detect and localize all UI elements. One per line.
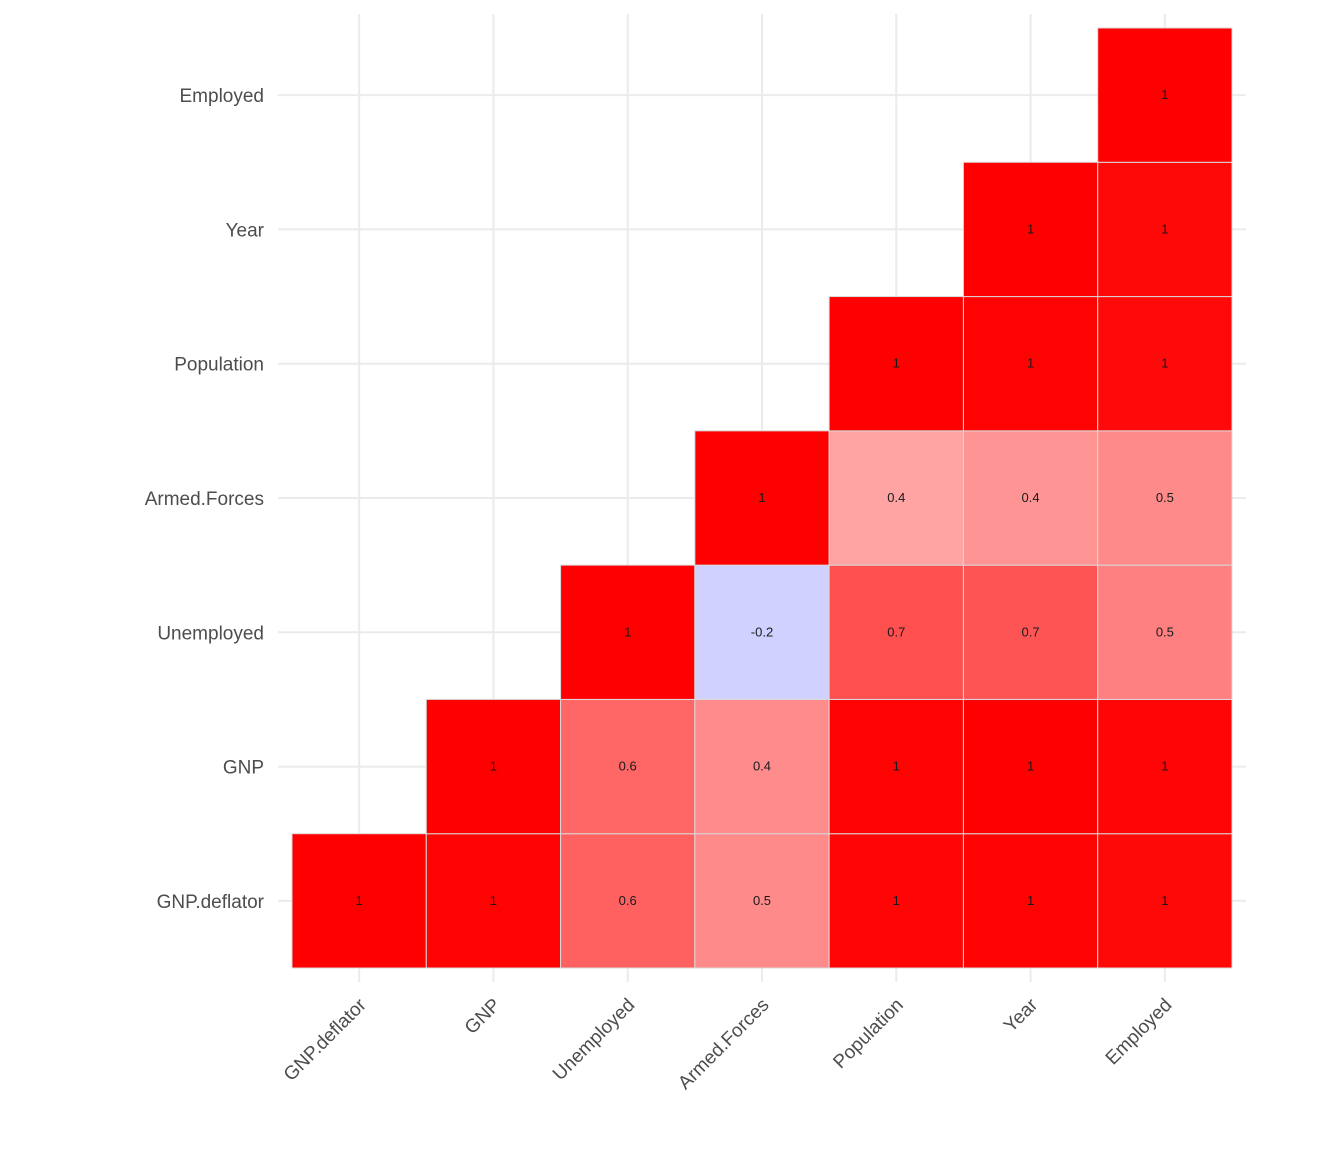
y-tick-label: Unemployed [157, 623, 264, 644]
cell-value-label: 1 [490, 893, 497, 908]
cell-value-label: 1 [490, 759, 497, 774]
cell-value-label: 1 [758, 490, 765, 505]
heatmap-cell [962, 430, 1099, 566]
cell-value-label: 0.6 [619, 893, 637, 908]
cell-value-label: 1 [1027, 759, 1034, 774]
y-tick-label: GNP.deflator [157, 892, 265, 913]
heatmap-cell [1097, 698, 1233, 835]
x-tick-label: GNP [461, 995, 505, 1039]
y-axis-tick-labels: GNP.deflator GNP Unemployed Armed.Forces Pop… [145, 86, 265, 913]
cell-value-label: -0.2 [751, 624, 773, 639]
heatmap-cell [560, 564, 696, 700]
heatmap-cells [291, 27, 1233, 969]
x-tick-label: Unemployed [549, 995, 639, 1085]
heatmap-cell [694, 698, 830, 835]
x-tick-label: Year [1000, 994, 1042, 1036]
x-tick-label: Employed [1102, 995, 1177, 1070]
cell-value-label: 0.4 [887, 490, 905, 505]
cell-value-label: 0.5 [1156, 624, 1174, 639]
heatmap-cell [1097, 296, 1233, 432]
heatmap-cell [1097, 833, 1233, 969]
y-tick-label: Armed.Forces [145, 489, 264, 510]
cell-value-label: 0.4 [1022, 490, 1040, 505]
cell-value-label: 1 [1161, 87, 1168, 102]
cell-value-label: 0.6 [619, 759, 637, 774]
heatmap-cell [694, 564, 830, 700]
cell-value-label: 1 [1161, 893, 1168, 908]
x-axis-tick-labels: GNP.deflator GNP Unemployed Armed.Forces Pop… [280, 994, 1177, 1094]
cell-labels: 1 1 0.6 0.5 1 1 1 1 0.6 0.4 1 1 1 1 -0.2 0.7 0.7 0.5 1 0.4 0… [356, 87, 1174, 908]
y-tick-label: Population [174, 355, 264, 376]
heatmap-cell [962, 296, 1099, 432]
heatmap-cell [1097, 161, 1233, 298]
heatmap-cell [1097, 27, 1233, 163]
heatmap-cell [694, 430, 830, 566]
heatmap-cell [962, 698, 1099, 835]
heatmap-cell [828, 698, 964, 835]
x-tick-label: GNP.deflator [280, 994, 371, 1085]
cell-value-label: 1 [356, 893, 363, 908]
y-tick-label: Year [226, 220, 265, 241]
cell-value-label: 0.7 [887, 624, 905, 639]
cell-value-label: 1 [1027, 221, 1034, 236]
cell-value-label: 1 [624, 624, 631, 639]
cell-value-label: 0.5 [753, 893, 771, 908]
cell-value-label: 0.7 [1022, 624, 1040, 639]
cell-value-label: 0.4 [753, 759, 771, 774]
heatmap-cell [560, 698, 696, 835]
heatmap-cell [425, 698, 562, 835]
cell-value-label: 1 [893, 759, 900, 774]
heatmap-cell [828, 564, 964, 700]
heatmap-cell [1097, 430, 1233, 566]
y-tick-label: Employed [180, 86, 265, 107]
heatmap-cell [828, 296, 964, 432]
cell-value-label: 1 [1027, 893, 1034, 908]
heatmap-cell [560, 833, 696, 969]
cell-value-label: 1 [893, 893, 900, 908]
heatmap-cell [828, 430, 964, 566]
cell-value-label: 1 [893, 356, 900, 371]
cell-value-label: 0.5 [1156, 490, 1174, 505]
heatmap-cell [962, 161, 1099, 298]
heatmap-cell [828, 833, 964, 969]
heatmap-cell [962, 833, 1099, 969]
cell-value-label: 1 [1161, 356, 1168, 371]
y-tick-label: GNP [223, 758, 264, 779]
cell-value-label: 1 [1161, 759, 1168, 774]
heatmap-cell [1097, 564, 1233, 700]
cell-value-label: 1 [1161, 221, 1168, 236]
x-tick-label: Population [829, 995, 907, 1073]
cell-value-label: 1 [1027, 356, 1034, 371]
x-tick-label: Armed.Forces [674, 995, 773, 1094]
heatmap-cell [962, 564, 1099, 700]
